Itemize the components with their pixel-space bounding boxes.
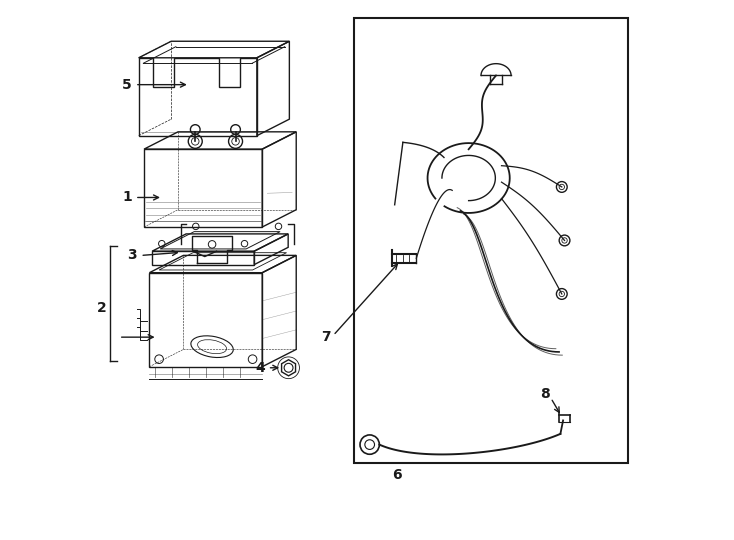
Text: 2: 2	[97, 301, 106, 315]
Text: 7: 7	[321, 330, 330, 344]
Text: 8: 8	[540, 387, 550, 401]
Bar	[354, 17, 628, 463]
Text: 6: 6	[392, 468, 401, 482]
Text: 4: 4	[255, 361, 265, 375]
Text: 3: 3	[128, 248, 137, 262]
Text: 5: 5	[122, 78, 131, 92]
Text: 1: 1	[122, 191, 131, 205]
